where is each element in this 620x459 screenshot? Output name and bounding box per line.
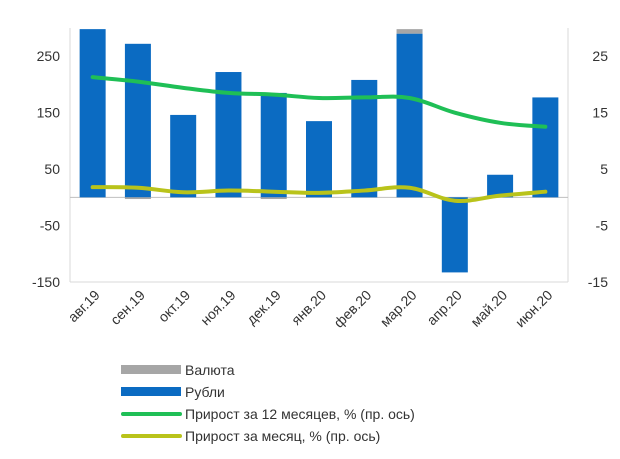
bar-rubles [124,43,151,198]
y-right-tick-label: 5 [600,161,608,177]
line-growth-month [90,185,548,203]
x-tick-label: апр.20 [423,287,465,329]
bar-rubles [532,97,559,198]
y-right-tick-label: -5 [596,218,609,234]
y-right-tick-label: 25 [592,48,608,64]
y-left-tick-label: -50 [40,218,60,234]
bar-rubles [79,29,106,198]
x-tick-label: июн.20 [512,287,556,331]
legend-label: Валюта [185,362,235,378]
legend-label: Прирост за 12 месяцев, % (пр. ось) [185,406,415,422]
bar-currency [260,197,287,200]
y-left-tick-label: 50 [44,161,60,177]
legend-swatch [121,387,181,396]
bar-rubles [441,197,468,273]
line-growth-12m [90,75,548,129]
legend-swatch [121,365,181,374]
legend-label: Прирост за месяц, % (пр. ось) [185,428,380,444]
x-tick-label: май.20 [467,287,510,330]
bar-rubles [396,33,423,198]
x-tick-label: фев.20 [330,287,374,331]
bar-rubles [306,121,332,198]
bar-currency [396,29,423,34]
x-tick-label: ноя.19 [197,287,239,329]
x-tick-label: янв.20 [288,287,329,328]
x-tick-label: окт.19 [155,287,194,326]
y-right-tick-label: -15 [588,274,608,290]
x-tick-label: дек.19 [243,287,284,328]
x-tick-label: сен.19 [107,287,148,328]
x-tick-label: авг.19 [65,287,103,325]
y-left-tick-label: -150 [32,274,60,290]
y-left-tick-label: 250 [37,48,61,64]
x-tick-label: мар.20 [377,287,420,330]
y-right-tick-label: 15 [592,105,608,121]
bar-currency [124,197,151,200]
bar-rubles [487,174,514,198]
legend-label: Рубли [185,384,225,400]
y-left-tick-label: 150 [37,105,61,121]
bar-rubles [170,114,197,198]
bar-rubles [260,92,287,198]
